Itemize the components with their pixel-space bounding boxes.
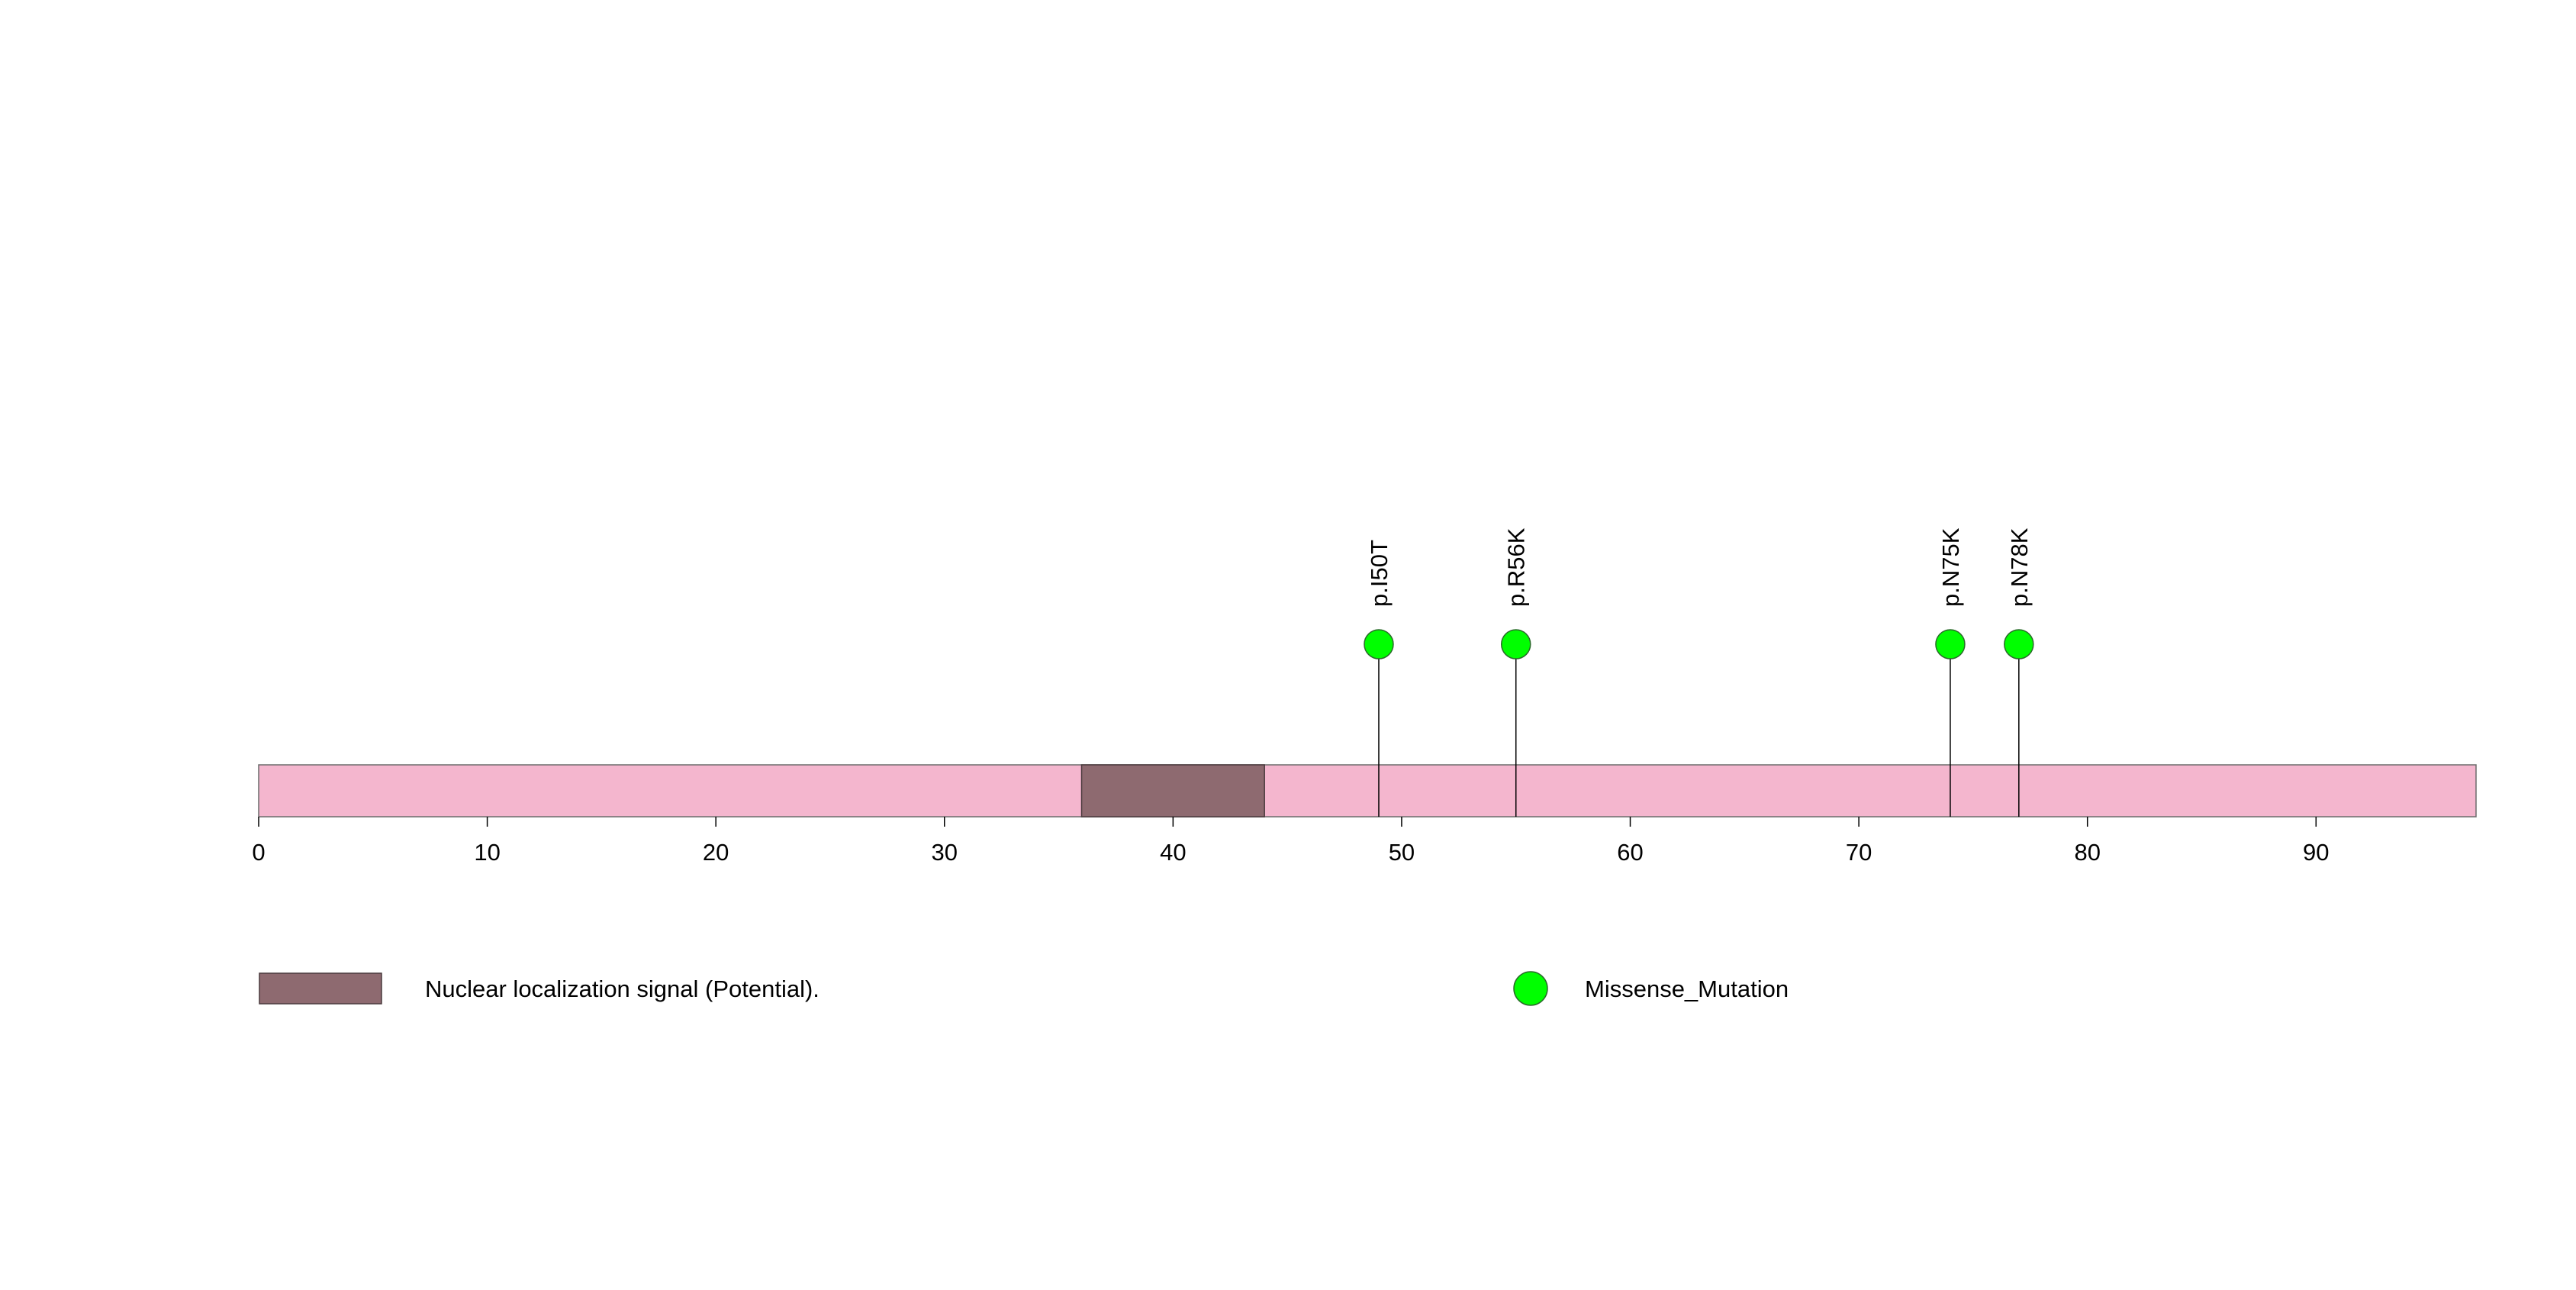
mutation-lollipop: p.N78K (2004, 527, 2034, 817)
mutation-label: p.I50T (1366, 540, 1393, 607)
domain-nuclear-localization-signal (1080, 764, 1265, 818)
mutation-lollipop: p.I50T (1364, 540, 1394, 817)
x-tick-label: 60 (1617, 839, 1643, 866)
mutation-lollipops: p.I50T p.R56K p.N75K p.N78K (1364, 527, 2034, 817)
x-tick-label: 0 (252, 839, 265, 866)
x-tick-label: 40 (1160, 839, 1186, 866)
mutation-label: p.R56K (1503, 527, 1530, 607)
mutation-label: p.N78K (2006, 527, 2033, 607)
x-axis: 0 10 20 30 40 50 60 70 80 90 (252, 817, 2330, 866)
protein-backbone (258, 764, 2477, 818)
mutation-head (1935, 629, 1966, 660)
protein-track (258, 764, 2477, 818)
x-tick-label: 20 (703, 839, 729, 866)
mutation-head (1364, 629, 1394, 660)
x-tick-label: 30 (932, 839, 958, 866)
mutation-lollipop: p.R56K (1500, 527, 1531, 817)
legend-domain-swatch (259, 972, 382, 1005)
x-tick-label: 50 (1389, 839, 1415, 866)
mutation-head (1500, 629, 1531, 660)
legend-mutation-swatch (1513, 971, 1548, 1006)
mutation-lollipop: p.N75K (1935, 527, 1966, 817)
legend-domain-label: Nuclear localization signal (Potential). (425, 976, 819, 1002)
x-tick-label: 80 (2074, 839, 2100, 866)
mutation-label: p.N75K (1937, 527, 1964, 607)
mutation-head (2004, 629, 2034, 660)
x-tick-label: 70 (1846, 839, 1872, 866)
x-tick-label: 10 (474, 839, 500, 866)
legend: Nuclear localization signal (Potential).… (259, 971, 1789, 1006)
legend-mutation-label: Missense_Mutation (1585, 976, 1789, 1002)
x-tick-label: 90 (2303, 839, 2329, 866)
